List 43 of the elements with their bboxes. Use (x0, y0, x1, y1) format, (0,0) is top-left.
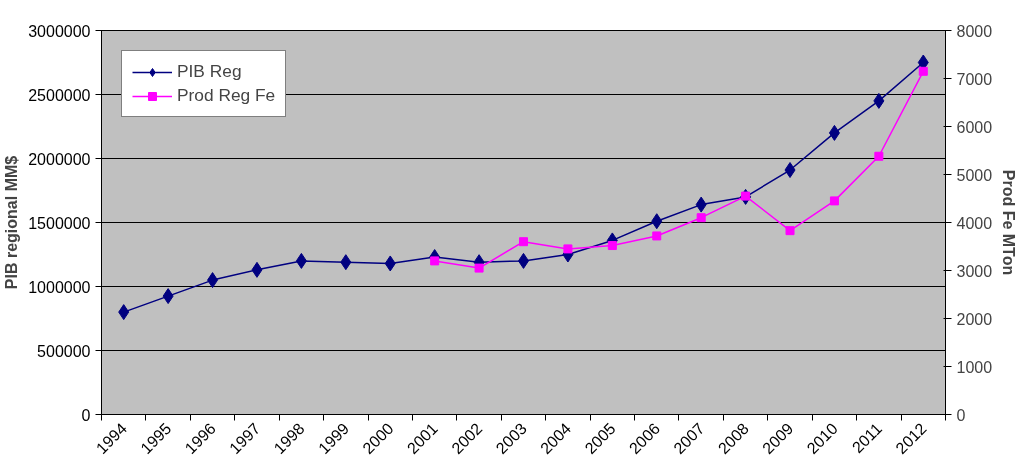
legend-label: Prod Reg Fe (177, 85, 276, 106)
y-tick-label: 1500000 (28, 214, 91, 232)
point (829, 196, 839, 206)
point (207, 272, 219, 289)
point (384, 255, 396, 272)
point (695, 196, 707, 213)
point (519, 237, 528, 247)
point (474, 263, 484, 273)
point (430, 256, 440, 266)
y-tick-label: 3000000 (28, 22, 91, 40)
y-tick-label: 2000000 (28, 150, 91, 168)
y2-tick-label: 1000 (956, 358, 993, 376)
point (873, 92, 885, 109)
y-axis-title: PIB regional MM$ (3, 155, 21, 290)
y2-tick-label: 2000 (956, 310, 993, 328)
point (607, 241, 617, 251)
point (651, 213, 663, 230)
y2-axis-title: Prod Fe MTon (1000, 169, 1018, 276)
legend-label: PIB Reg (177, 61, 242, 82)
point (874, 151, 884, 161)
point (563, 244, 573, 254)
point (652, 231, 662, 241)
point (251, 261, 263, 278)
y-tick-label: 1000000 (28, 278, 91, 296)
y-tick-label: 2500000 (28, 86, 91, 104)
point (918, 66, 928, 76)
y2-tick-label: 5000 (956, 166, 993, 184)
point (118, 304, 130, 321)
y2-tick-label: 8000 (956, 22, 993, 40)
y2-tick-label: 6000 (956, 118, 993, 136)
point (340, 254, 352, 271)
point (784, 162, 796, 179)
y-tick-label: 0 (81, 406, 91, 424)
y2-tick-label: 3000 (956, 262, 993, 280)
point (828, 124, 840, 141)
point (162, 288, 174, 305)
point (295, 252, 307, 269)
y2-tick-label: 4000 (956, 214, 993, 232)
point (785, 226, 795, 236)
point (696, 213, 706, 223)
y2-tick-label: 7000 (956, 70, 993, 88)
y2-tick-label: 0 (956, 406, 966, 424)
y-tick-label: 500000 (37, 342, 91, 360)
